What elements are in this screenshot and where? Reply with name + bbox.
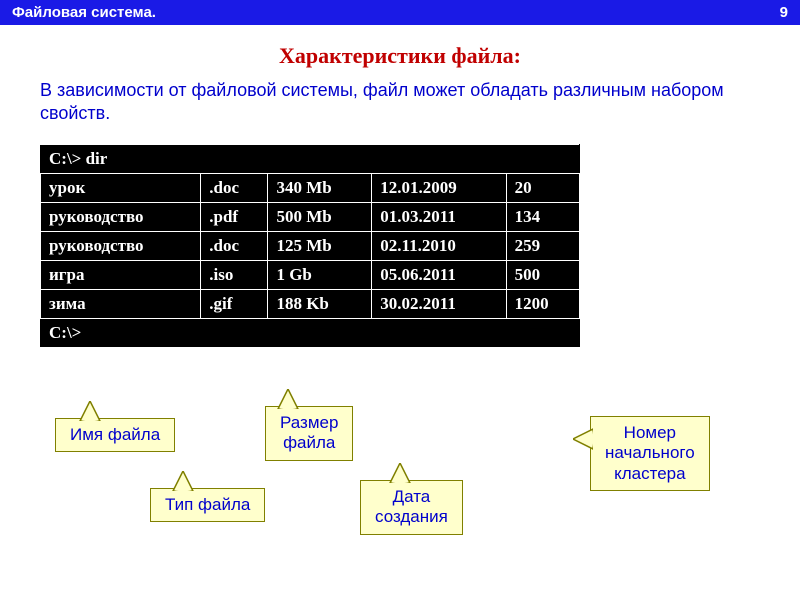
callout-filesize: Размер файла (265, 406, 353, 461)
cell-cluster: 500 (506, 260, 579, 289)
header-page-number: 9 (780, 4, 788, 21)
callout-label: Размер файла (280, 413, 338, 452)
callout-pointer-icon (169, 471, 197, 491)
callout-cluster: Номер начального кластера (590, 416, 710, 491)
cell-size: 125 Mb (268, 231, 372, 260)
table-row: руководство .doc 125 Mb 02.11.2010 259 (41, 231, 580, 260)
callout-label: Имя файла (70, 425, 160, 444)
cell-name: руководство (41, 231, 201, 260)
callout-label: Дата создания (375, 487, 448, 526)
callout-label: Номер начального кластера (605, 423, 695, 483)
callout-pointer-icon (274, 389, 302, 409)
prompt-top: C:\> dir (41, 144, 580, 173)
cell-ext: .iso (201, 260, 268, 289)
cell-name: игра (41, 260, 201, 289)
callout-pointer-icon (573, 425, 593, 453)
cell-size: 188 Kb (268, 289, 372, 318)
prompt-bottom: C:\> (41, 318, 580, 347)
cell-cluster: 20 (506, 173, 579, 202)
cell-cluster: 134 (506, 202, 579, 231)
cell-date: 30.02.2011 (372, 289, 506, 318)
cell-ext: .gif (201, 289, 268, 318)
cell-date: 02.11.2010 (372, 231, 506, 260)
callout-pointer-icon (76, 401, 104, 421)
dir-listing-table: C:\> dir урок .doc 340 Mb 12.01.2009 20 … (40, 144, 580, 348)
table-row: урок .doc 340 Mb 12.01.2009 20 (41, 173, 580, 202)
header-bar: Файловая система. 9 (0, 0, 800, 25)
cell-date: 01.03.2011 (372, 202, 506, 231)
cell-name: зима (41, 289, 201, 318)
callout-date: Дата создания (360, 480, 463, 535)
callout-filename: Имя файла (55, 418, 175, 452)
table-row: руководство .pdf 500 Mb 01.03.2011 134 (41, 202, 580, 231)
table-row: зима .gif 188 Kb 30.02.2011 1200 (41, 289, 580, 318)
cell-ext: .doc (201, 173, 268, 202)
cell-size: 340 Mb (268, 173, 372, 202)
cell-ext: .pdf (201, 202, 268, 231)
cell-cluster: 1200 (506, 289, 579, 318)
cell-name: урок (41, 173, 201, 202)
callouts-layer: Имя файла Тип файла Размер файла Дата со… (0, 398, 800, 598)
cell-size: 1 Gb (268, 260, 372, 289)
cell-cluster: 259 (506, 231, 579, 260)
cell-name: руководство (41, 202, 201, 231)
cell-ext: .doc (201, 231, 268, 260)
callout-filetype: Тип файла (150, 488, 265, 522)
callout-pointer-icon (386, 463, 414, 483)
header-title: Файловая система. (12, 4, 156, 21)
main-title: Характеристики файла: (0, 43, 800, 69)
cell-date: 05.06.2011 (372, 260, 506, 289)
cell-size: 500 Mb (268, 202, 372, 231)
cell-date: 12.01.2009 (372, 173, 506, 202)
table-row: игра .iso 1 Gb 05.06.2011 500 (41, 260, 580, 289)
callout-label: Тип файла (165, 495, 250, 514)
subtitle-text: В зависимости от файловой системы, файл … (0, 79, 800, 126)
